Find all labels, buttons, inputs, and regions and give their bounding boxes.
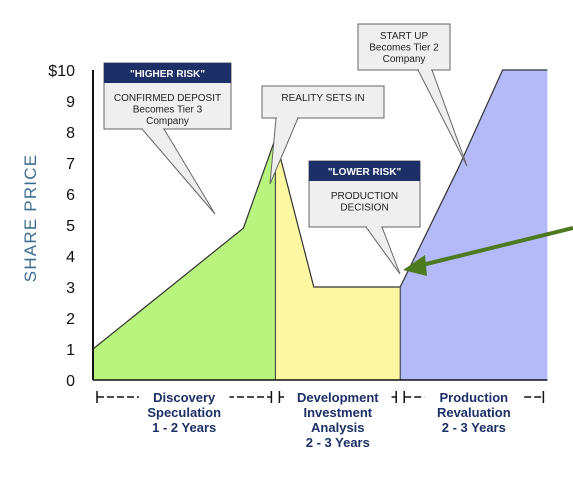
green-arrow (403, 226, 573, 276)
callout-header-bar (104, 63, 231, 83)
callout-header: "LOWER RISK" (328, 167, 402, 178)
phase-label-line: Production (439, 390, 508, 405)
y-tick-label: 1 (66, 342, 75, 359)
callout-box (261, 85, 385, 119)
y-tick-label: 3 (66, 280, 75, 297)
phase-label-mask (284, 389, 392, 403)
y-tick-label: 7 (66, 156, 75, 173)
phase-label-line: 2 - 3 Years (306, 435, 370, 450)
callout-header: "HIGHER RISK" (130, 69, 205, 80)
callout-text: Becomes Tier 3 (133, 105, 203, 116)
callout-pointer (365, 226, 401, 275)
callout-text: Becomes Tier 2 (369, 43, 439, 54)
phase-label-line: 2 - 3 Years (442, 420, 506, 435)
phase-label-mask (424, 389, 524, 403)
callout-text: Company (146, 116, 189, 127)
phase-label-line: Speculation (147, 405, 221, 420)
y-tick-label: 0 (66, 373, 75, 390)
y-tick-label: $10 (48, 63, 75, 80)
arrow-shaft (417, 226, 573, 268)
y-tick-label: 4 (66, 249, 75, 266)
y-tick-label: 6 (66, 187, 75, 204)
callout-text: DECISION (340, 203, 388, 214)
callout-header-bar (309, 161, 420, 181)
line-discovery (92, 137, 276, 350)
callout-text: PRODUCTION (331, 191, 398, 202)
area-development (275, 138, 401, 380)
phase-label-line: Development (297, 390, 379, 405)
phase-label-line: Analysis (311, 420, 364, 435)
arrow-head (403, 255, 427, 276)
phase-label-line: Investment (303, 405, 372, 420)
callout-text: REALITY SETS IN (281, 93, 364, 104)
y-tick-labels: 0 1 2 3 4 5 6 7 8 9 $10 (48, 63, 75, 390)
callout-pointer (140, 128, 216, 215)
phase-label-mask (138, 389, 230, 403)
callout-box (357, 23, 451, 71)
y-tick-label: 5 (66, 218, 75, 235)
area-discovery (93, 138, 276, 380)
line-development (274, 138, 401, 288)
y-tick-label: 2 (66, 311, 75, 328)
phase-label-line: Revaluation (437, 405, 511, 420)
callout-pointer (417, 69, 468, 167)
line-production (399, 69, 548, 288)
y-axis-label: SHARE PRICE (21, 154, 40, 282)
phase-label-line: Discovery (153, 390, 216, 405)
phase-label-line: 1 - 2 Years (152, 420, 216, 435)
y-tick-label: 8 (66, 125, 75, 142)
callout-text: START UP (380, 31, 429, 42)
y-axis (92, 70, 548, 381)
area-production (400, 70, 548, 380)
callout-text: CONFIRMED DEPOSIT (114, 93, 221, 104)
phase-areas (92, 69, 548, 380)
callout-text: Company (383, 54, 426, 65)
callout-reality-sets-in: REALITY SETS IN (261, 85, 385, 185)
y-tick-label: 9 (66, 94, 75, 111)
